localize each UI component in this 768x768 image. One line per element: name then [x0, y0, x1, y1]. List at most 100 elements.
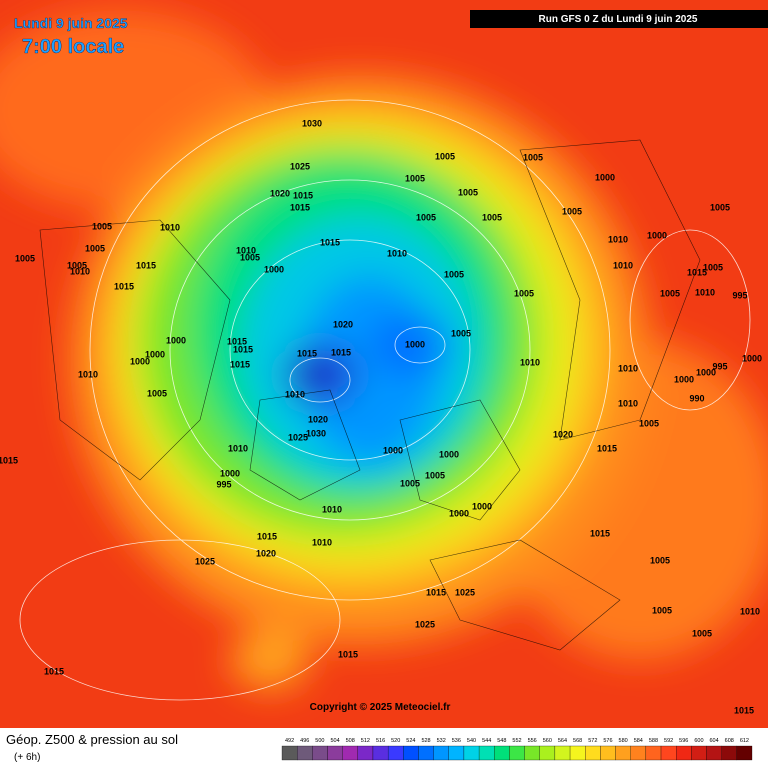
isobar-label: 1000: [647, 230, 667, 240]
run-box: [470, 10, 768, 28]
scale-label: 560: [543, 738, 552, 744]
isobar-label: 1015: [293, 190, 313, 200]
isobar-label: 1010: [695, 287, 715, 297]
isobar-label: 1015: [44, 666, 64, 676]
isobar-label: 1030: [302, 118, 322, 128]
isobar-label: 1010: [608, 234, 628, 244]
isobar-label: 1015: [687, 267, 707, 277]
scale-label: 592: [664, 738, 673, 744]
isobar-label: 1005: [240, 252, 260, 262]
isobar-label: 1010: [613, 260, 633, 270]
isobar-label: 1015: [0, 455, 18, 465]
scale-swatch: [509, 745, 525, 761]
scale-swatch: [736, 745, 753, 761]
scale-label: 496: [300, 738, 309, 744]
isobar-label: 1010: [312, 537, 332, 547]
scale-label: 544: [482, 738, 491, 744]
isobar-label: 1025: [195, 556, 215, 566]
scale-swatch: [448, 745, 465, 761]
run-info: Run GFS 0 Z du Lundi 9 juin 2025: [539, 14, 698, 25]
isobar-label: 1015: [426, 587, 446, 597]
scale-swatch: [706, 745, 722, 761]
scale-label: 572: [588, 738, 597, 744]
isobar-label: 1005: [710, 202, 730, 212]
scale-swatch: [494, 745, 510, 761]
isobar-label: 1005: [514, 288, 534, 298]
isobar-label: 1000: [220, 468, 240, 478]
isobar-label: 1000: [166, 335, 186, 345]
scale-label: 528: [421, 738, 430, 744]
isobar-label: 1000: [130, 356, 150, 366]
isobar-label: 1020: [308, 414, 328, 424]
scale-swatch: [312, 745, 328, 761]
scale-label: 576: [603, 738, 612, 744]
scale-label: 516: [376, 738, 385, 744]
scale-label: 588: [649, 738, 658, 744]
scale-label: 556: [528, 738, 537, 744]
isobar-label: 1010: [285, 389, 305, 399]
scale-label: 564: [558, 738, 567, 744]
scale-swatch: [676, 745, 692, 761]
isobar-label: 1005: [703, 262, 723, 272]
scale-swatch: [387, 745, 404, 761]
isobar-label: 1015: [114, 281, 134, 291]
scale-swatch: [645, 745, 662, 761]
footer-title: Géop. Z500 & pression au sol: [6, 732, 178, 747]
scale-swatch: [721, 745, 737, 761]
isobar-label: 1030: [306, 428, 326, 438]
isobar-label: 1020: [553, 429, 573, 439]
scale-swatch: [569, 745, 586, 761]
isobar-label: 1025: [290, 161, 310, 171]
isobar-label: 995: [216, 479, 231, 489]
copyright: Copyright © 2025 Meteociel.fr: [310, 702, 451, 713]
scale-label: 540: [467, 738, 476, 744]
scale-label: 548: [497, 738, 506, 744]
isobar-label: 1005: [147, 388, 167, 398]
isobar-label: 1000: [145, 349, 165, 359]
scale-swatch: [630, 745, 647, 761]
color-scale: 492 496 500 504 508 512 516 520 524 528 532 536 540 5…: [281, 738, 753, 761]
footer-lead: (+ 6h): [14, 752, 40, 763]
scale-swatch: [554, 745, 571, 761]
time: 7:00 locale: [22, 36, 124, 58]
isobar-label: 1015: [230, 359, 250, 369]
scale-swatch: [297, 745, 313, 761]
isobar-label: 1015: [597, 443, 617, 453]
scale-swatch: [660, 745, 677, 761]
isobar-label: 1005: [660, 288, 680, 298]
scale-label: 536: [452, 738, 461, 744]
scale-label: 568: [573, 738, 582, 744]
isobar-label: 1010: [520, 357, 540, 367]
isobar-label: 1000: [264, 264, 284, 274]
isobar-label: 1010: [70, 266, 90, 276]
isobar-label: 1005: [425, 470, 445, 480]
scale-swatch: [342, 745, 358, 761]
isobar-label: 1010: [78, 369, 98, 379]
isobar-label: 1000: [742, 353, 762, 363]
scale-swatch: [539, 745, 556, 761]
scale-swatch: [600, 745, 616, 761]
isobar-label: 1015: [136, 260, 156, 270]
scale-swatch: [463, 745, 480, 761]
isobar-label: 1005: [435, 151, 455, 161]
date: Lundi 9 juin 2025: [14, 15, 128, 31]
isobar-label: 1015: [331, 347, 351, 357]
isobar-label: 1005: [650, 555, 670, 565]
isobar-label: 1005: [482, 212, 502, 222]
scale-swatch: [433, 745, 449, 761]
scale-label: 500: [315, 738, 324, 744]
scale-label: 604: [710, 738, 719, 744]
isobar-label: 1010: [236, 245, 256, 255]
isobar-label: 1010: [618, 363, 638, 373]
isobar-label: 1020: [256, 548, 276, 558]
isobar-label: 1005: [444, 269, 464, 279]
isobar-label: 1000: [405, 339, 425, 349]
isobar-label: 1000: [439, 449, 459, 459]
isobar-label: 1025: [455, 587, 475, 597]
isobar-label: 1005: [652, 605, 672, 615]
isobar-label: 1005: [451, 328, 471, 338]
scale-swatch: [478, 745, 495, 761]
scale-label: 512: [361, 738, 370, 744]
